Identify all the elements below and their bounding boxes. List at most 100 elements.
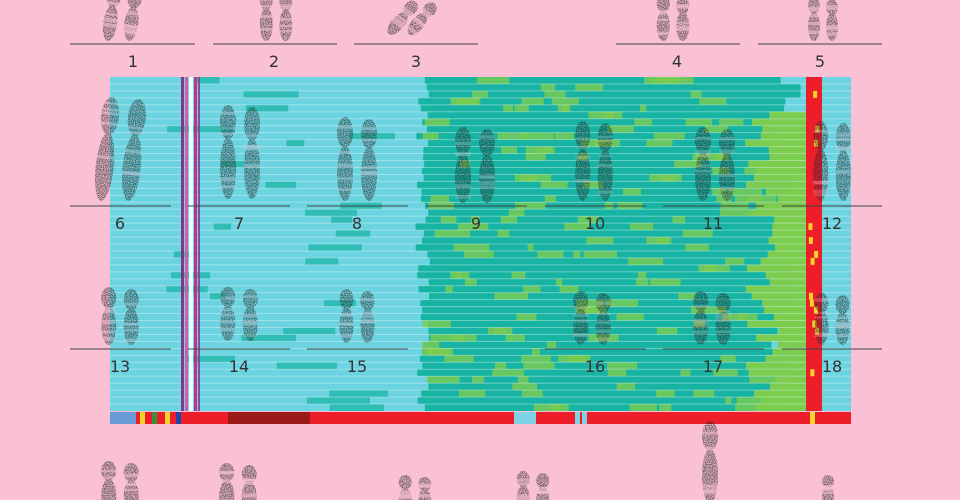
heatmap-cell bbox=[761, 397, 806, 405]
chromosome-label-4: 4 bbox=[672, 52, 682, 71]
heatmap-cell bbox=[755, 202, 806, 210]
heatmap-cell bbox=[658, 390, 675, 398]
heatmap-cell bbox=[814, 250, 819, 258]
chromosome bbox=[715, 293, 731, 345]
heatmap-cell bbox=[769, 153, 806, 161]
chromosome-label-8: 8 bbox=[352, 214, 362, 233]
heatmap-cell bbox=[685, 118, 713, 126]
heatmap-cell bbox=[540, 181, 568, 189]
heatmap-cell bbox=[813, 90, 818, 98]
heatmap-cell bbox=[464, 278, 477, 286]
heatmap-cell bbox=[418, 264, 796, 272]
chromosome bbox=[695, 127, 711, 202]
heatmap-cell bbox=[616, 383, 636, 391]
heatmap-cell bbox=[425, 216, 777, 224]
heatmap-cell bbox=[471, 376, 484, 384]
chromosome bbox=[575, 120, 591, 201]
heatmap-cell bbox=[567, 355, 587, 363]
heatmap-cell bbox=[760, 257, 806, 265]
heatmap-row-divider bbox=[110, 313, 851, 315]
heatmap-cell bbox=[579, 306, 598, 314]
heatmap-cell bbox=[329, 404, 384, 411]
heatmap-row-divider bbox=[110, 271, 851, 273]
heatmap-cell bbox=[429, 257, 785, 265]
heatmap-cell bbox=[331, 216, 353, 224]
heatmap-stripe bbox=[185, 77, 188, 411]
heatmap-cell bbox=[752, 118, 806, 126]
heatmap-cell bbox=[693, 390, 715, 398]
heatmap-cell bbox=[324, 299, 356, 307]
heatmap-cell bbox=[813, 306, 818, 314]
heatmap-cell bbox=[329, 390, 389, 398]
heatmap-cell bbox=[551, 97, 579, 105]
heatmap-cell bbox=[521, 97, 544, 105]
heatmap-cell bbox=[581, 139, 607, 147]
heatmap-cell bbox=[544, 195, 556, 203]
heatmap-cell bbox=[503, 104, 514, 112]
heatmap-cell bbox=[464, 250, 494, 258]
chromosome bbox=[123, 289, 139, 346]
heatmap-row-divider bbox=[110, 382, 851, 384]
heatmap-cell bbox=[422, 118, 804, 126]
heatmap-cell bbox=[777, 341, 806, 349]
annotation-segment bbox=[810, 412, 815, 424]
heatmap-cell bbox=[283, 327, 336, 335]
heatmap-cell bbox=[607, 369, 627, 377]
heatmap-cell bbox=[727, 188, 762, 196]
chromosome bbox=[479, 129, 495, 204]
heatmap-row-divider bbox=[110, 299, 851, 301]
heatmap-row-divider bbox=[110, 243, 851, 245]
heatmap-row-divider bbox=[110, 396, 851, 398]
heatmap-cell bbox=[808, 292, 813, 300]
heatmap-cell bbox=[720, 355, 736, 363]
chromosome bbox=[94, 97, 121, 201]
heatmap-cell bbox=[746, 181, 806, 189]
heatmap-stripe bbox=[198, 77, 200, 411]
chromosome bbox=[242, 289, 258, 341]
heatmap-cell bbox=[500, 216, 518, 224]
heatmap-cell bbox=[769, 383, 806, 391]
heatmap-cell bbox=[516, 313, 537, 321]
heatmap-cell bbox=[497, 132, 528, 140]
heatmap-stripe bbox=[194, 77, 197, 411]
heatmap-cell bbox=[424, 404, 783, 411]
heatmap-cell bbox=[748, 160, 806, 168]
annotation-segment bbox=[514, 412, 536, 424]
chromosome bbox=[220, 105, 236, 200]
chromosome bbox=[814, 293, 829, 345]
heatmap-cell bbox=[494, 362, 507, 370]
heatmap-row-divider bbox=[110, 153, 851, 155]
heatmap-cell bbox=[514, 174, 537, 182]
heatmap-cell bbox=[167, 125, 234, 133]
chromosome bbox=[656, 0, 670, 41]
chromosome-label-18: 18 bbox=[822, 357, 842, 376]
heatmap-cell bbox=[305, 257, 339, 265]
heatmap-cell bbox=[335, 230, 371, 238]
chromosome bbox=[398, 475, 412, 500]
chromosome bbox=[101, 461, 117, 500]
heatmap-cell bbox=[265, 181, 297, 189]
heatmap-cell bbox=[629, 404, 657, 411]
heatmap-row-divider bbox=[110, 403, 851, 405]
heatmap-cell bbox=[765, 271, 806, 279]
chromosome-label-5: 5 bbox=[815, 52, 825, 71]
chromosome bbox=[573, 291, 589, 345]
heatmap-row-divider bbox=[110, 97, 851, 99]
heatmap-cell bbox=[640, 104, 647, 112]
heatmap-cell bbox=[555, 278, 563, 286]
heatmap-cell bbox=[762, 125, 806, 133]
heatmap-row-divider bbox=[110, 90, 851, 92]
heatmap-cell bbox=[769, 278, 806, 286]
heatmap-cell bbox=[682, 230, 713, 238]
heatmap-row-divider bbox=[110, 118, 851, 120]
heatmap-cell bbox=[423, 230, 790, 238]
heatmap-cell bbox=[420, 104, 785, 112]
heatmap-cell bbox=[712, 188, 727, 196]
heatmap-cell bbox=[417, 397, 794, 405]
heatmap-cell bbox=[472, 90, 488, 98]
heatmap-cell bbox=[549, 404, 569, 411]
heatmap-cell bbox=[646, 139, 673, 147]
chromosome bbox=[101, 287, 117, 345]
heatmap-cell bbox=[444, 355, 474, 363]
chromosome-label-13: 13 bbox=[110, 357, 130, 376]
